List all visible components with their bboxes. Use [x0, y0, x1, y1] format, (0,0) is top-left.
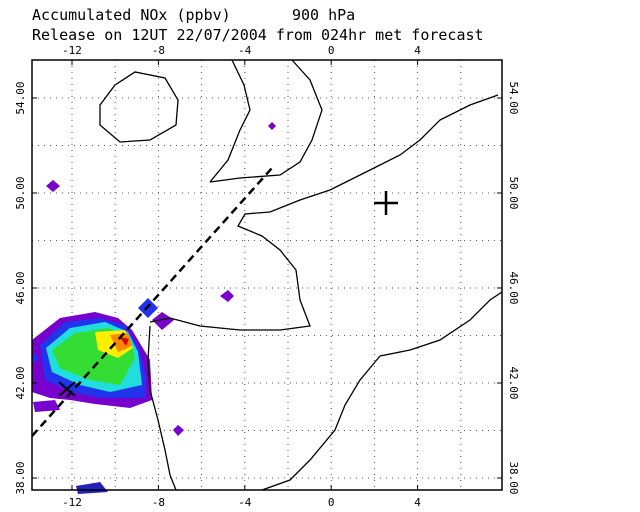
- lon-label: -12: [62, 496, 82, 509]
- lat-label: 46.00: [507, 271, 520, 304]
- lon-label: -4: [238, 496, 252, 509]
- contour: [120, 337, 129, 346]
- coast: [99, 71, 179, 143]
- contour: [46, 180, 60, 192]
- lon-label: -8: [152, 496, 165, 509]
- contour: [110, 333, 132, 352]
- lon-label: 4: [414, 44, 421, 57]
- lon-label: 4: [414, 496, 421, 509]
- contour: [32, 352, 40, 364]
- contour: [268, 122, 276, 130]
- lat-label: 50.00: [14, 176, 27, 209]
- contour: [173, 425, 184, 436]
- coast: [261, 355, 381, 491]
- level: 900 hPa: [292, 6, 355, 24]
- contour: [76, 482, 108, 494]
- lon-label: -12: [62, 44, 82, 57]
- lat-label: 46.00: [14, 271, 27, 304]
- lon-label: 0: [328, 496, 335, 509]
- lat-label: 54.00: [14, 81, 27, 114]
- receptor-point: [374, 191, 398, 215]
- coast: [209, 59, 251, 183]
- lat-label: 38.00: [14, 461, 27, 494]
- coastlines: [99, 59, 503, 491]
- contour: [33, 400, 60, 412]
- subtitle: Release on 12UT 22/07/2004 from 024hr me…: [32, 26, 484, 44]
- coast: [147, 325, 177, 491]
- title: Accumulated NOx (ppbv): [32, 6, 231, 24]
- coast: [379, 291, 503, 357]
- lat-label: 38.00: [507, 461, 520, 494]
- lon-label: -4: [238, 44, 252, 57]
- map-frame: [31, 59, 503, 491]
- release-point: [58, 381, 76, 397]
- contour: [220, 290, 234, 302]
- lon-label: 0: [328, 44, 335, 57]
- coast: [149, 94, 499, 331]
- coast: [209, 59, 323, 183]
- contour: [152, 312, 174, 330]
- lat-label: 54.00: [507, 81, 520, 114]
- trajectory: [31, 167, 273, 437]
- lat-label: 50.00: [507, 176, 520, 209]
- lat-label: 42.00: [507, 366, 520, 399]
- lat-label: 42.00: [14, 366, 27, 399]
- lon-label: -8: [152, 44, 165, 57]
